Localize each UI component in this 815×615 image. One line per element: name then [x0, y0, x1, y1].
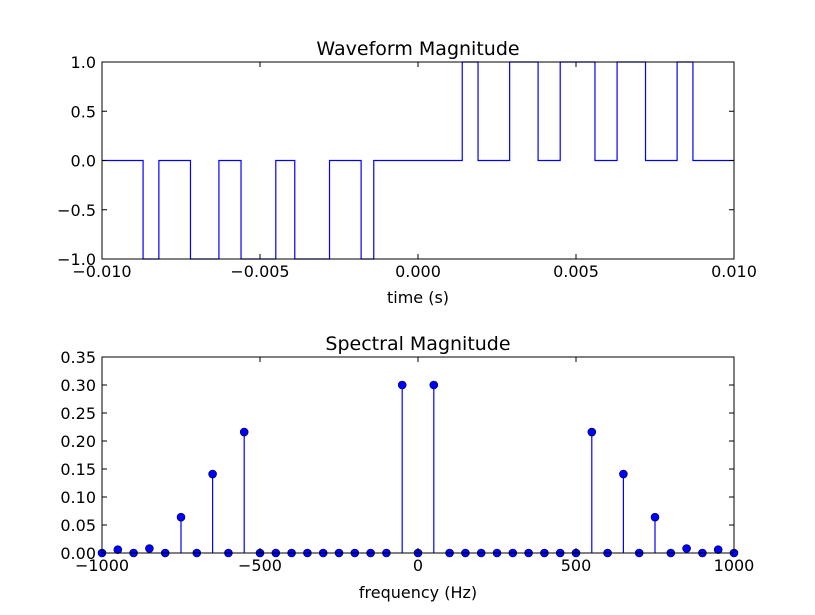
spectrum-xtick-label: 500	[561, 556, 592, 575]
spectrum-xtick-label: 1000	[714, 556, 755, 575]
spectrum-marker	[176, 512, 186, 522]
spectrum-ytick-label: 0.05	[60, 516, 96, 535]
waveform-plot-area	[102, 61, 734, 260]
spectrum-marker	[239, 427, 249, 437]
spectrum-marker	[650, 512, 660, 522]
spectrum-ytick-label: 0.15	[60, 460, 96, 479]
spectrum-ytick-label: 0.30	[60, 376, 96, 395]
spectrum-marker	[619, 469, 628, 479]
spectrum-ytick-label: 0.10	[60, 488, 96, 507]
spectrum-ticks: −1000 −500 0 500 1000 0.00 0.05 0.10 0.15 0.20 0.2…	[60, 348, 754, 575]
spectrum-axes-frame	[101, 356, 735, 554]
spectrum-plot-area	[97, 380, 739, 558]
waveform-line	[102, 61, 734, 260]
spectrum-xlabel: frequency (Hz)	[359, 583, 477, 602]
waveform-xtick-label: −0.010	[72, 262, 131, 281]
waveform-ytick-label: −1.0	[57, 250, 96, 269]
spectrum-xtick-label: −500	[238, 556, 282, 575]
waveform-xlabel: time (s)	[387, 288, 449, 307]
spectrum-marker	[682, 544, 691, 553]
spectrum-marker	[145, 544, 154, 553]
spectrum-marker	[587, 427, 597, 437]
waveform-axes-frame	[101, 61, 735, 260]
spectrum-title: Spectral Magnitude	[325, 333, 510, 355]
spectrum-ytick-label: 0.35	[60, 348, 96, 367]
waveform-ytick-label: 0.5	[71, 102, 96, 121]
waveform-axes: Waveform Magnitude −0.010 −0.005 0.000 0.00…	[57, 38, 757, 307]
waveform-xtick-label: −0.005	[230, 262, 289, 281]
waveform-xtick-label: 0.010	[711, 262, 757, 281]
waveform-ytick-label: 1.0	[71, 53, 96, 72]
waveform-xtick-label: 0.000	[395, 262, 441, 281]
spectrum-axes: Spectral Magnitude −1000 −500 0 500 1000 0.00…	[60, 333, 754, 602]
spectrum-ytick-label: 0.20	[60, 432, 96, 451]
spectrum-marker	[113, 545, 123, 554]
waveform-ticks: −0.010 −0.005 0.000 0.005 0.010 −1.0 −0.5 0.0 0.…	[57, 53, 757, 281]
spectrum-marker	[208, 469, 217, 479]
waveform-xtick-label: 0.005	[553, 262, 599, 281]
spectrum-xtick-label: −1000	[75, 556, 129, 575]
spectrum-ytick-label: 0.00	[60, 544, 96, 563]
spectrum-marker	[397, 380, 407, 390]
spectrum-xtick-label: 0	[413, 556, 423, 575]
spectrum-ytick-label: 0.25	[60, 404, 96, 423]
spectrum-marker	[713, 545, 723, 554]
waveform-ytick-label: 0.0	[71, 152, 96, 171]
waveform-title: Waveform Magnitude	[316, 38, 519, 60]
spectrum-marker	[429, 380, 439, 390]
waveform-ytick-label: −0.5	[57, 201, 96, 220]
